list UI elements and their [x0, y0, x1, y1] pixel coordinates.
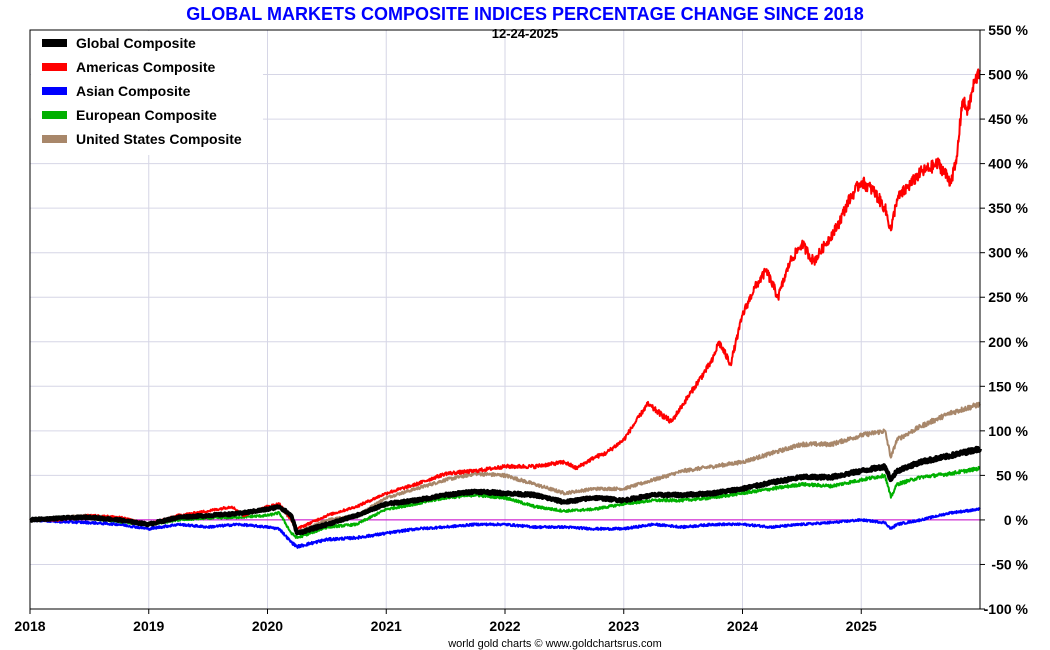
chart-credit: world gold charts © www.goldchartsrus.co… — [447, 638, 662, 650]
legend-swatch-0 — [42, 39, 67, 47]
x-tick-label-5: 2023 — [608, 618, 639, 634]
y-tick-label-5: 300 % — [988, 245, 1028, 261]
y-tick-label-12: -50 % — [991, 556, 1028, 572]
x-tick-label-0: 2018 — [14, 618, 45, 634]
x-tick-label-4: 2022 — [489, 618, 520, 634]
legend-background — [31, 31, 263, 155]
y-tick-label-6: 250 % — [988, 289, 1028, 305]
chart-title: GLOBAL MARKETS COMPOSITE INDICES PERCENT… — [186, 4, 863, 24]
x-axis: 2018 2019 2020 2021 2022 2023 2024 2025 — [14, 609, 877, 634]
y-tick-label-13: -100 % — [984, 601, 1029, 617]
y-tick-label-9: 100 % — [988, 423, 1028, 439]
x-tick-label-6: 2024 — [727, 618, 758, 634]
legend-swatch-2 — [42, 87, 67, 95]
y-tick-label-7: 200 % — [988, 334, 1028, 350]
y-tick-label-8: 150 % — [988, 378, 1028, 394]
legend-swatch-3 — [42, 111, 67, 119]
y-axis: 550 % 500 % 450 % 400 % 350 % 300 % 250 % 200 %… — [980, 22, 1029, 617]
y-tick-label-3: 400 % — [988, 156, 1028, 172]
series-line-0 — [28, 445, 982, 536]
legend: Global Composite Americas Composite Asian … — [31, 31, 263, 155]
y-tick-label-0: 550 % — [988, 22, 1028, 38]
chart-subtitle: 12-24-2025 — [492, 26, 559, 41]
y-tick-label-10: 50 % — [996, 467, 1028, 483]
y-tick-label-4: 350 % — [988, 200, 1028, 216]
x-tick-label-2: 2020 — [252, 618, 283, 634]
legend-label-4: United States Composite — [76, 131, 242, 147]
x-tick-label-1: 2019 — [133, 618, 164, 634]
legend-swatch-4 — [42, 135, 67, 143]
legend-label-0: Global Composite — [76, 35, 196, 51]
y-tick-label-1: 500 % — [988, 67, 1028, 83]
legend-label-3: European Composite — [76, 107, 217, 123]
legend-label-1: Americas Composite — [76, 59, 215, 75]
y-tick-label-2: 450 % — [988, 111, 1028, 127]
series-line-2 — [29, 507, 981, 549]
legend-label-2: Asian Composite — [76, 83, 191, 99]
x-tick-label-3: 2021 — [371, 618, 402, 634]
x-tick-label-7: 2025 — [846, 618, 877, 634]
y-tick-label-11: 0 % — [1004, 512, 1029, 528]
legend-swatch-1 — [42, 63, 67, 71]
series-layer — [28, 68, 982, 549]
